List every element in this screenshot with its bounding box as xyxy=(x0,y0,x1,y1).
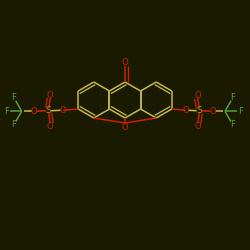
Text: F: F xyxy=(4,107,9,116)
Text: S: S xyxy=(46,106,52,115)
Text: O: O xyxy=(210,107,216,116)
Text: S: S xyxy=(196,106,202,115)
Text: O: O xyxy=(122,123,128,132)
Text: O: O xyxy=(47,122,54,131)
Text: O: O xyxy=(31,107,38,116)
Text: F: F xyxy=(12,93,16,102)
Text: O: O xyxy=(47,90,54,100)
Text: F: F xyxy=(230,120,235,129)
Text: F: F xyxy=(230,93,235,102)
Text: O: O xyxy=(194,122,201,131)
Text: O: O xyxy=(122,58,128,67)
Text: O: O xyxy=(60,106,66,114)
Text: F: F xyxy=(238,107,243,116)
Text: O: O xyxy=(182,106,189,114)
Text: F: F xyxy=(12,120,16,129)
Text: O: O xyxy=(194,90,201,100)
